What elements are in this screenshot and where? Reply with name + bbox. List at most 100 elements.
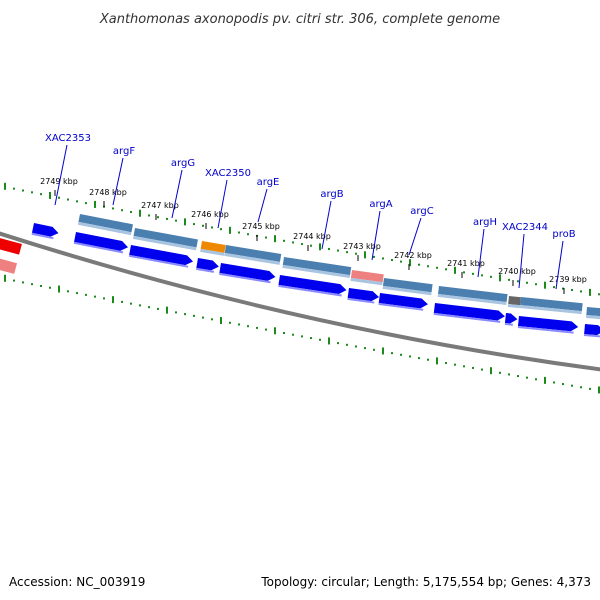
scale-tick-label: 2742 kbp bbox=[394, 251, 432, 260]
gc-tick bbox=[31, 283, 33, 286]
gc-tick bbox=[472, 366, 474, 369]
cds-arrow bbox=[378, 293, 428, 311]
gc-tick bbox=[229, 226, 231, 234]
scale-tick-label: 2740 kbp bbox=[498, 267, 536, 276]
gene-bar bbox=[133, 228, 198, 251]
gc-tick bbox=[4, 182, 6, 190]
gc-tick bbox=[247, 233, 249, 236]
gc-tick bbox=[490, 275, 492, 278]
gc-tick bbox=[130, 302, 132, 305]
gc-tick bbox=[256, 326, 258, 329]
gc-tick bbox=[130, 210, 132, 213]
gc-tick bbox=[364, 251, 366, 259]
gc-tick bbox=[328, 337, 330, 345]
gc-tick bbox=[193, 314, 195, 317]
gc-tick bbox=[238, 323, 240, 326]
gc-tick bbox=[229, 321, 231, 324]
cds-arrow bbox=[347, 288, 380, 304]
genome-backbone bbox=[0, 231, 600, 372]
gc-tick bbox=[562, 287, 564, 290]
accession-text: Accession: NC_003919 bbox=[9, 575, 145, 589]
gc-tick bbox=[373, 348, 375, 351]
gc-tick bbox=[139, 304, 141, 307]
cds-arrow bbox=[583, 324, 600, 338]
gc-tick bbox=[58, 196, 60, 199]
gc-tick bbox=[211, 318, 213, 321]
gene-label: argC bbox=[410, 206, 433, 217]
gene-label: argG bbox=[171, 158, 195, 169]
gc-tick bbox=[121, 300, 123, 303]
gc-tick bbox=[418, 263, 420, 266]
gc-tick bbox=[454, 266, 456, 274]
scale-tick-label: 2744 kbp bbox=[293, 232, 331, 241]
gc-tick bbox=[85, 202, 87, 205]
gc-skew-outer-track bbox=[4, 182, 600, 296]
gc-tick bbox=[526, 376, 528, 379]
gene-bar bbox=[224, 245, 282, 265]
gc-tick bbox=[499, 274, 501, 282]
gene-label: argA bbox=[369, 199, 392, 210]
scale-tick-label: 2745 kbp bbox=[242, 222, 280, 231]
gc-tick bbox=[382, 347, 384, 355]
gc-tick bbox=[49, 286, 51, 289]
gc-tick bbox=[355, 252, 357, 255]
gc-tick bbox=[193, 223, 195, 226]
gc-tick bbox=[355, 345, 357, 348]
gc-tick bbox=[265, 328, 267, 331]
gc-tick bbox=[391, 352, 393, 355]
gc-tick bbox=[571, 384, 573, 387]
cds-arrow bbox=[219, 263, 276, 284]
gc-tick bbox=[148, 214, 150, 217]
gene-bar bbox=[437, 285, 508, 306]
gc-tick bbox=[139, 209, 141, 217]
cds-arrow bbox=[31, 223, 59, 240]
gene-labels: XAC2353 argF argG XAC2350 argE argB argA argC ar… bbox=[45, 133, 576, 290]
gc-tick bbox=[499, 371, 501, 374]
gc-tick bbox=[103, 297, 105, 300]
gc-tick bbox=[220, 317, 222, 325]
gc-tick bbox=[283, 331, 285, 334]
rna-feature bbox=[0, 238, 22, 255]
gc-tick bbox=[535, 283, 537, 286]
gc-tick bbox=[94, 200, 96, 208]
gc-tick bbox=[436, 266, 438, 269]
gc-tick bbox=[454, 363, 456, 366]
gene-bar bbox=[519, 297, 583, 315]
gc-tick bbox=[598, 293, 600, 296]
gc-tick bbox=[274, 235, 276, 243]
gc-tick bbox=[301, 335, 303, 338]
gc-tick bbox=[463, 365, 465, 368]
gc-tick bbox=[157, 307, 159, 310]
gene-label: argE bbox=[257, 177, 280, 188]
gc-tick bbox=[517, 280, 519, 283]
gc-tick bbox=[112, 296, 114, 304]
gc-tick bbox=[274, 327, 276, 335]
gc-tick bbox=[202, 224, 204, 227]
gene-label-connector bbox=[555, 240, 564, 290]
gc-tick bbox=[364, 347, 366, 350]
gc-tick bbox=[4, 274, 6, 282]
gc-tick bbox=[238, 231, 240, 234]
gc-tick bbox=[427, 265, 429, 268]
gc-tick bbox=[337, 249, 339, 252]
gene-bar bbox=[382, 278, 433, 296]
gc-tick bbox=[598, 386, 600, 394]
map-title: Xanthomonas axonopodis pv. citri str. 30… bbox=[99, 12, 500, 27]
genome-summary-text: Topology: circular; Length: 5,175,554 bp… bbox=[260, 575, 591, 589]
gc-tick bbox=[319, 243, 321, 251]
gene-label: XAC2350 bbox=[205, 168, 251, 179]
cds-arrow bbox=[278, 275, 347, 297]
gc-tick bbox=[121, 209, 123, 212]
gc-tick bbox=[418, 357, 420, 360]
gc-tick bbox=[391, 259, 393, 262]
cds-arrow bbox=[504, 313, 518, 326]
gene-track bbox=[0, 214, 600, 338]
gc-tick bbox=[337, 342, 339, 345]
gc-tick bbox=[184, 313, 186, 316]
cds-arrow bbox=[128, 245, 194, 268]
scale-tick-label: 2747 kbp bbox=[141, 201, 179, 210]
gc-tick bbox=[328, 247, 330, 250]
rna-feature bbox=[0, 258, 18, 274]
gc-tick bbox=[166, 306, 168, 314]
